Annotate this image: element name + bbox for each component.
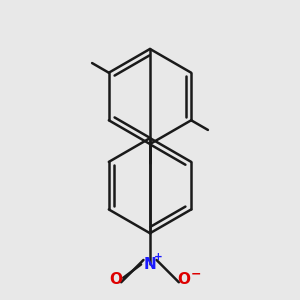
Text: +: + <box>154 252 163 262</box>
Text: O: O <box>178 272 191 287</box>
Text: O: O <box>109 272 122 287</box>
Text: N: N <box>144 257 156 272</box>
Text: −: − <box>190 267 201 280</box>
